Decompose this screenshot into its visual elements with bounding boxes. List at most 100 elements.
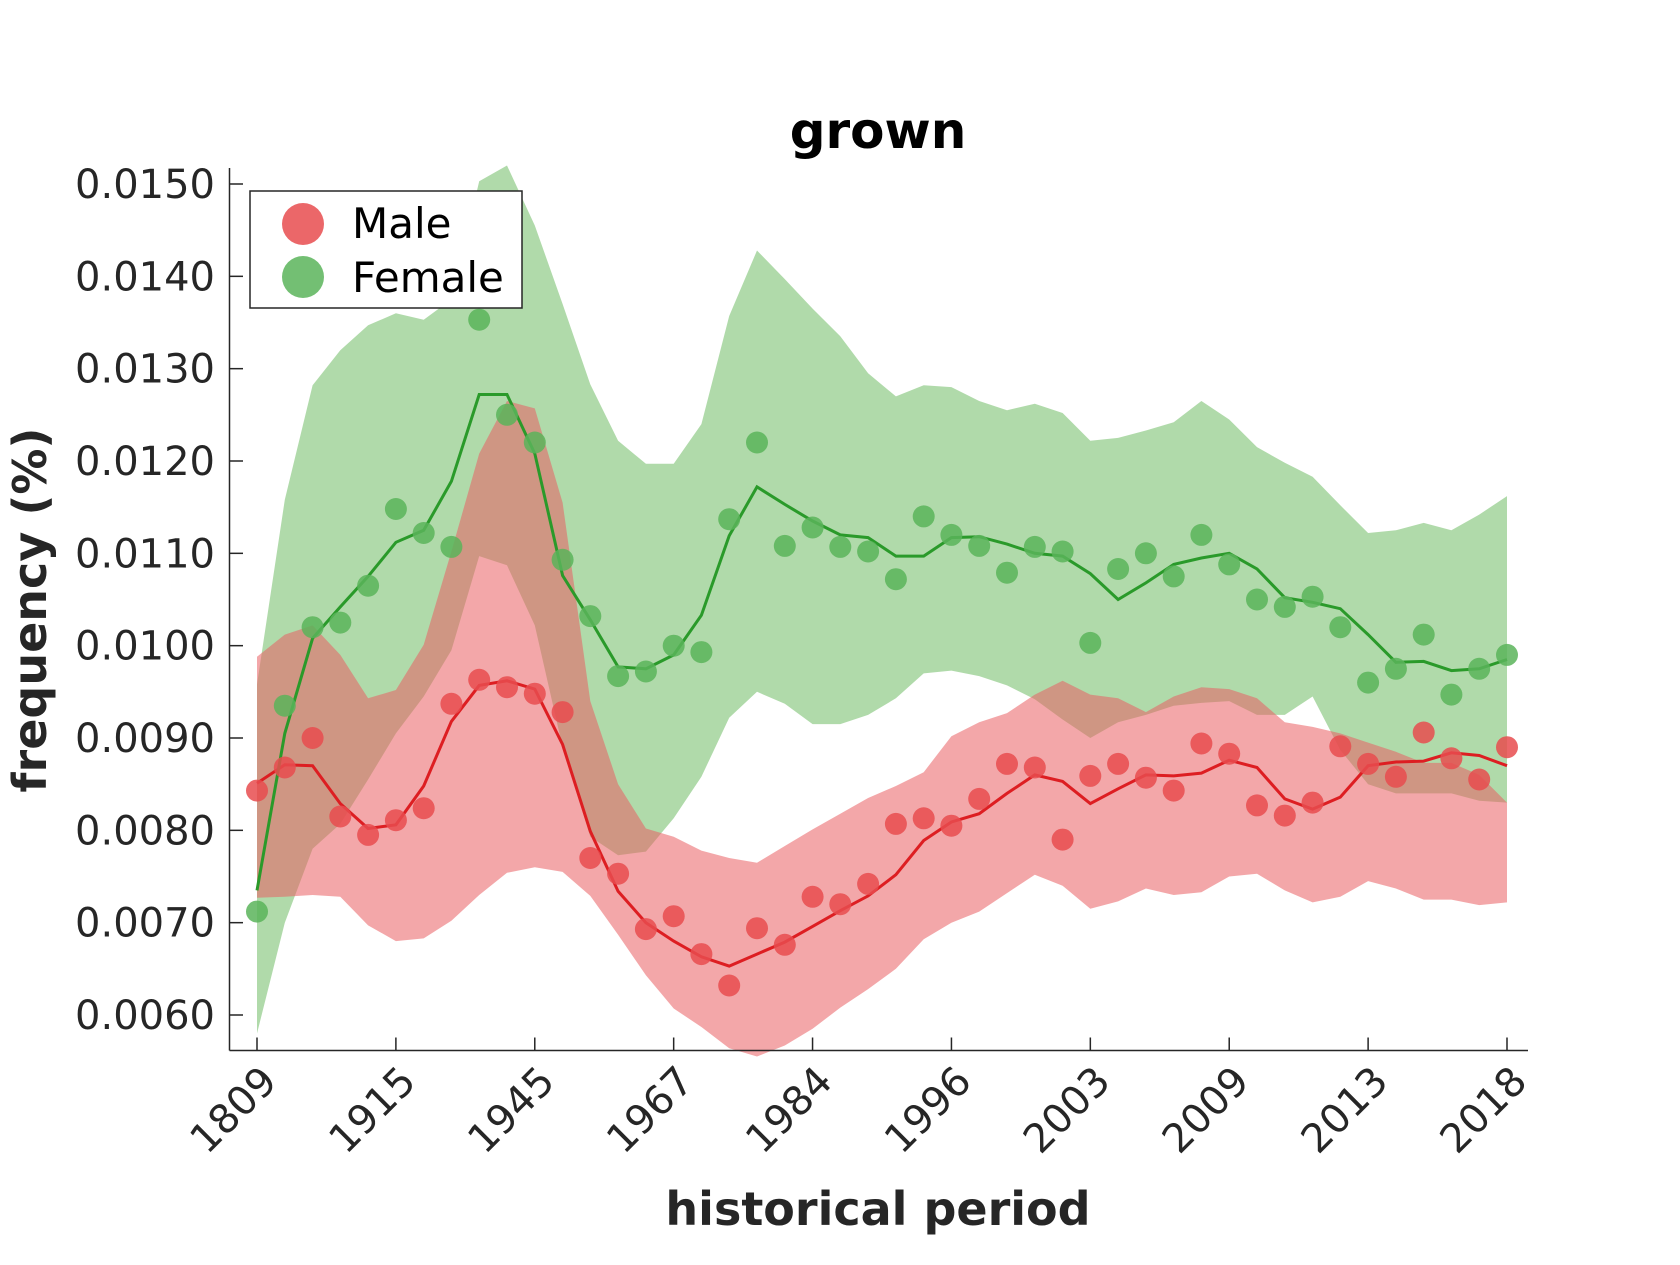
- data-point-male: [440, 692, 463, 715]
- y-axis-label: frequency (%): [3, 428, 57, 793]
- data-point-female: [273, 694, 296, 717]
- data-point-male: [1246, 794, 1268, 817]
- data-point-male: [1468, 768, 1491, 791]
- data-point-female: [829, 535, 852, 558]
- data-point-female: [884, 568, 907, 591]
- data-point-male: [662, 905, 685, 928]
- x-tick-label: 2009: [1154, 1058, 1259, 1163]
- data-point-male: [634, 918, 657, 941]
- data-point-male: [1357, 752, 1380, 775]
- data-point-male: [607, 862, 630, 885]
- data-point-female: [551, 548, 574, 571]
- data-point-female: [1079, 631, 1102, 654]
- data-point-male: [1273, 804, 1296, 827]
- data-point-female: [1051, 540, 1074, 563]
- data-point-female: [329, 611, 352, 634]
- data-point-male: [551, 701, 574, 724]
- data-point-male: [329, 805, 352, 828]
- data-point-female: [690, 641, 713, 664]
- data-point-female: [1273, 595, 1296, 618]
- data-point-male: [523, 682, 546, 705]
- data-point-male: [857, 872, 880, 895]
- chart-title: grown: [790, 102, 967, 160]
- data-point-female: [996, 561, 1018, 584]
- legend: Male Female: [249, 190, 523, 309]
- data-point-female: [496, 403, 518, 426]
- data-point-female: [634, 660, 657, 683]
- data-point-female: [468, 308, 491, 331]
- data-point-female: [1107, 558, 1130, 580]
- trend-line-female: [255, 393, 1508, 891]
- y-tick-label: 0.0100: [75, 624, 215, 670]
- data-point-male: [912, 807, 935, 830]
- data-point-female: [718, 508, 741, 531]
- data-points: [246, 308, 1518, 997]
- data-point-male: [496, 676, 518, 699]
- data-point-female: [662, 634, 685, 657]
- y-tick-label: 0.0140: [75, 254, 215, 300]
- data-point-female: [1440, 683, 1463, 706]
- data-point-male: [968, 787, 991, 810]
- x-tick-label: 1984: [737, 1058, 842, 1163]
- y-tick-label: 0.0090: [75, 716, 215, 762]
- data-point-female: [1301, 585, 1324, 608]
- data-point-male: [246, 779, 268, 802]
- data-point-female: [773, 534, 796, 557]
- legend-label-male: Male: [352, 199, 451, 248]
- x-tick-label: 2018: [1432, 1058, 1537, 1163]
- x-tick-label: 1996: [876, 1058, 981, 1163]
- data-point-male: [301, 727, 324, 749]
- data-point-female: [912, 505, 935, 528]
- data-point-female: [1384, 657, 1407, 680]
- y-ticks: 0.0060 0.0070 0.0080 0.0090 0.0100 0.0110 0.01…: [75, 162, 243, 1039]
- data-point-female: [1162, 565, 1185, 588]
- data-point-female: [246, 900, 268, 923]
- data-point-female: [1468, 657, 1491, 680]
- data-point-male: [1329, 735, 1352, 758]
- data-point-male: [829, 893, 852, 916]
- data-point-male: [884, 812, 907, 835]
- x-tick-label: 2013: [1293, 1058, 1398, 1163]
- data-point-female: [940, 523, 963, 546]
- x-ticks: 1809 1915 1945 1967 1984 1996 2003 2009 2013 2018: [182, 1037, 1537, 1163]
- data-point-male: [1218, 742, 1241, 765]
- data-point-female: [1329, 616, 1352, 639]
- data-point-female: [746, 431, 768, 454]
- data-point-male: [1496, 736, 1518, 759]
- legend-marker-male: [282, 203, 324, 245]
- data-point-female: [579, 605, 602, 628]
- data-point-male: [801, 885, 824, 908]
- y-tick-label: 0.0070: [75, 901, 215, 947]
- data-point-female: [1134, 542, 1157, 565]
- data-point-male: [1190, 732, 1213, 755]
- data-point-male: [996, 752, 1018, 775]
- data-point-female: [440, 535, 463, 558]
- y-tick-label: 0.0060: [75, 993, 215, 1039]
- data-point-female: [1190, 523, 1213, 546]
- trend-line-male: [256, 679, 1508, 968]
- data-point-male: [1051, 828, 1074, 851]
- data-point-male: [1134, 766, 1157, 789]
- y-tick-label: 0.0120: [75, 439, 215, 485]
- band-female: [257, 165, 1507, 1034]
- data-point-female: [412, 522, 435, 544]
- data-point-female: [1246, 588, 1268, 611]
- data-point-male: [1301, 791, 1324, 814]
- data-point-female: [1023, 535, 1046, 558]
- data-point-female: [1412, 623, 1435, 646]
- axes: [228, 168, 1528, 1052]
- x-tick-label: 2003: [1015, 1058, 1120, 1163]
- legend-marker-female: [282, 256, 324, 298]
- data-point-female: [607, 665, 630, 688]
- data-point-female: [1496, 643, 1518, 666]
- data-point-male: [412, 797, 435, 820]
- legend-label-female: Female: [352, 253, 504, 302]
- data-point-female: [968, 534, 991, 557]
- data-point-male: [1107, 752, 1130, 775]
- data-point-female: [301, 616, 324, 639]
- data-point-male: [273, 756, 296, 779]
- data-point-male: [357, 823, 380, 846]
- data-point-male: [1412, 721, 1435, 744]
